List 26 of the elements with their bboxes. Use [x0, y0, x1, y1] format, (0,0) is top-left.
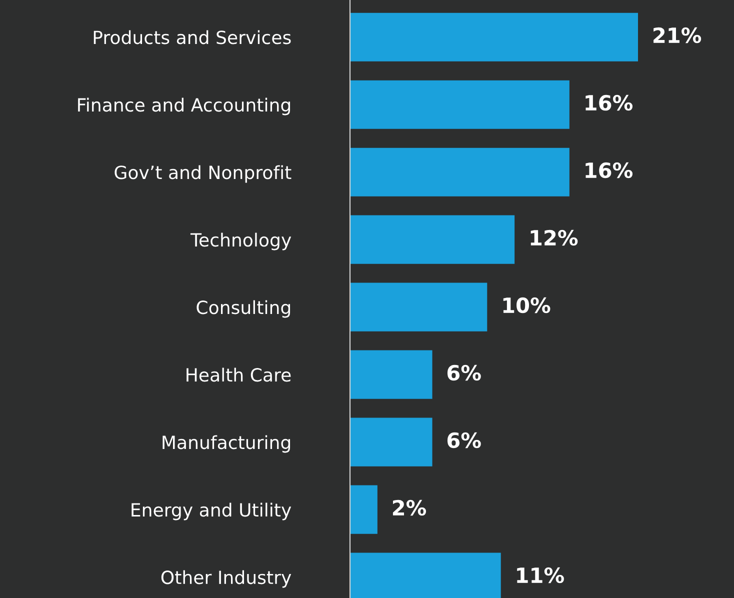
data-label: 10%: [503, 297, 550, 314]
data-label: 6%: [447, 432, 481, 448]
data-label: 21%: [654, 27, 702, 44]
y-tick-label: Products and Services: [94, 30, 291, 44]
y-tick-label: Gov’t and Nonprofit: [114, 165, 292, 183]
data-label: 11%: [517, 567, 564, 584]
bar: [350, 282, 488, 332]
y-tick-label: Other Industry: [161, 570, 292, 588]
bar: [350, 148, 570, 196]
bar: [350, 80, 570, 129]
y-tick-label: Consulting: [196, 300, 290, 318]
bar: [350, 12, 638, 62]
data-label: 6%: [447, 364, 481, 381]
y-tick-label: Energy and Utility: [132, 502, 292, 520]
data-label: 12%: [530, 230, 578, 246]
data-label: 16%: [586, 162, 633, 178]
data-label: 16%: [586, 94, 633, 111]
y-tick-label: Health Care: [186, 368, 291, 382]
y-tick-label: Manufacturing: [162, 435, 290, 453]
bar: [350, 215, 515, 264]
bar: [350, 418, 432, 466]
bar: [350, 350, 432, 399]
bar: [350, 485, 378, 534]
y-tick-label: Technology: [190, 232, 292, 250]
data-label: 2%: [392, 500, 426, 516]
y-tick-label: Finance and Accounting: [78, 98, 290, 116]
